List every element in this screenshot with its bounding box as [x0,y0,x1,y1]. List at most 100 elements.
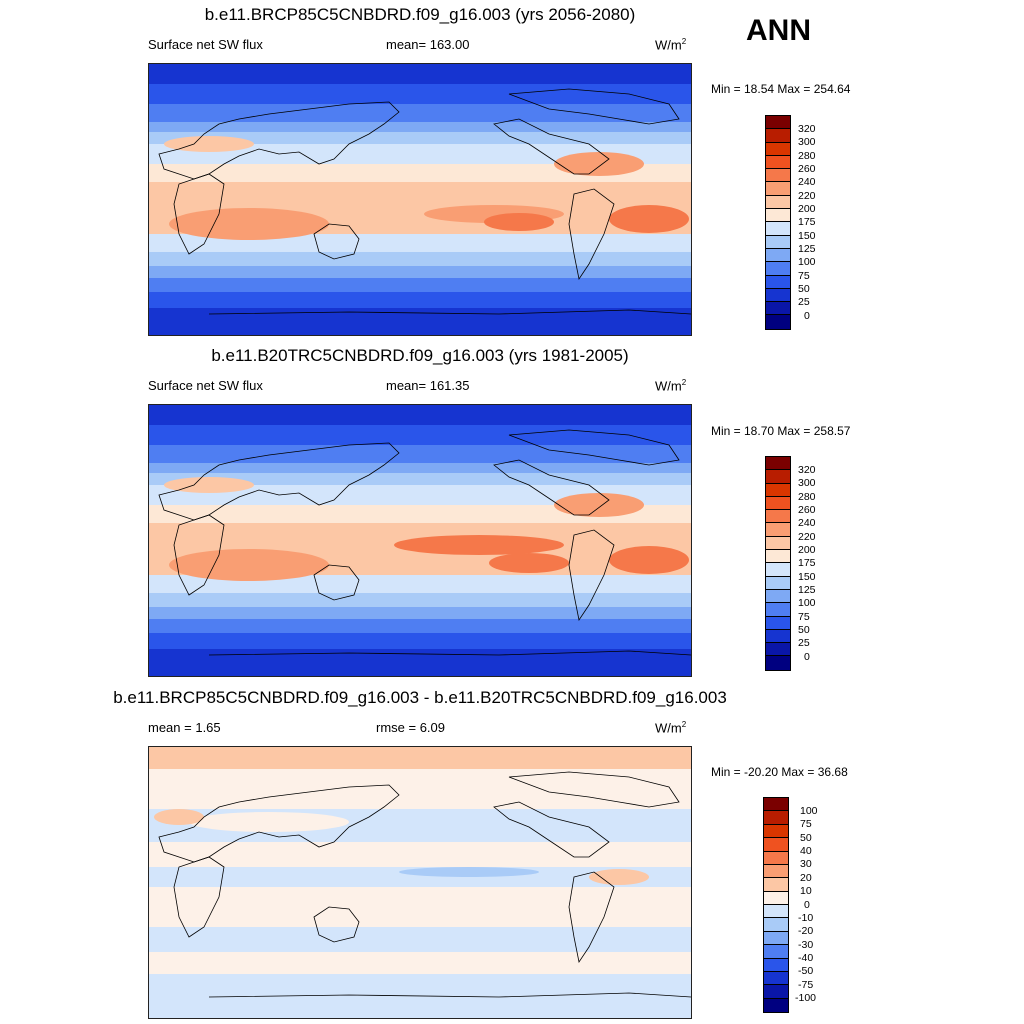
colorbar-box [766,248,790,263]
colorbar-box [766,550,790,564]
colorbar-box [766,315,790,329]
colorbar-box [764,864,788,879]
colorbar-box [764,824,788,839]
colorbar-label: 40 [800,845,812,857]
colorbar-box [764,891,788,905]
colorbar-label: 20 [800,872,812,884]
colorbar-box [766,302,790,316]
colorbar-label: -20 [798,925,814,937]
colorbar-label: 0 [804,899,810,911]
panel-1-variable-label: Surface net SW flux [148,37,263,52]
colorbar-box [764,798,788,812]
colorbar-label: 320 [798,123,816,135]
panel-1-mean-label: mean= 163.00 [386,37,470,52]
colorbar-label: 260 [798,504,816,516]
colorbar-box [764,945,788,959]
panel-2-variable-label: Surface net SW flux [148,378,263,393]
panel-1-units: W/m2 [655,37,687,53]
panel-2-map [148,404,692,677]
colorbar-label: 280 [798,150,816,162]
colorbar-box [766,222,790,236]
colorbar-box [764,958,788,972]
colorbar-label: 25 [798,637,810,649]
panel-1-map [148,63,692,336]
colorbar-box [766,643,790,657]
colorbar-label: 75 [798,611,810,623]
colorbar-box [764,998,788,1012]
colorbar-box [766,656,790,670]
colorbar-box [764,838,788,852]
panel-3-map-svg [149,747,691,1018]
colorbar-label: -10 [798,912,814,924]
colorbar-label: 220 [798,531,816,543]
colorbar-label: 260 [798,163,816,175]
colorbar-label: -40 [798,952,814,964]
colorbar-label: -100 [795,992,817,1004]
colorbar-label: 75 [798,270,810,282]
colorbar-box [766,155,790,170]
panel-3-mean-label: mean = 1.65 [148,720,221,735]
panel-2-units: W/m2 [655,378,687,394]
colorbar-box [766,262,790,276]
colorbar-box [766,209,790,223]
panel-3-title: b.e11.BRCP85C5CNBDRD.f09_g16.003 - b.e11… [113,688,727,707]
colorbar-label: 220 [798,190,816,202]
colorbar-box [766,496,790,511]
colorbar-label: 100 [798,256,816,268]
colorbar-box [766,576,790,590]
colorbar-box [766,142,790,156]
colorbar-box [766,235,790,249]
colorbar-label: 300 [798,136,816,148]
colorbar-label: 175 [798,216,816,228]
colorbar-box [766,182,790,196]
colorbar-label: -75 [798,979,814,991]
colorbar-label: 125 [798,243,816,255]
colorbar-label: 100 [800,805,818,817]
colorbar-box [764,878,788,892]
colorbar-box [766,116,790,130]
colorbar-box [766,288,790,303]
colorbar-box [766,510,790,524]
season-label: ANN [746,14,811,47]
panel-3-colorbar [763,797,789,1013]
colorbar-box [766,616,790,630]
colorbar-label: 150 [798,571,816,583]
colorbar-label: 100 [798,597,816,609]
colorbar-box [764,811,788,825]
panel-1-map-svg [149,64,691,335]
colorbar-label: 200 [798,203,816,215]
colorbar-label: 50 [798,283,810,295]
colorbar-box [766,523,790,537]
colorbar-label: 150 [798,230,816,242]
panel-2-title: b.e11.B20TRC5CNBDRD.f09_g16.003 (yrs 198… [211,346,629,365]
colorbar-label: 280 [798,491,816,503]
colorbar-label: 175 [798,557,816,569]
colorbar-box [766,603,790,617]
panel-1-title: b.e11.BRCP85C5CNBDRD.f09_g16.003 (yrs 20… [204,5,636,24]
colorbar-box [764,905,788,919]
panel-1-colorbar [765,115,791,330]
colorbar-label: 75 [800,818,812,830]
colorbar-label: 0 [804,310,810,322]
panel-2-minmax: Min = 18.70 Max = 258.57 [711,424,851,438]
colorbar-label: 25 [798,296,810,308]
colorbar-label: 50 [800,832,812,844]
colorbar-label: 200 [798,544,816,556]
colorbar-label: -50 [798,965,814,977]
colorbar-box [766,275,790,289]
panel-3-minmax: Min = -20.20 Max = 36.68 [711,765,848,779]
colorbar-box [766,169,790,183]
panel-2-map-svg [149,405,691,676]
colorbar-box [766,470,790,484]
colorbar-box [764,971,788,986]
colorbar-label: 240 [798,176,816,188]
panel-1-minmax: Min = 18.54 Max = 254.64 [711,82,851,96]
colorbar-label: -30 [798,939,814,951]
colorbar-box [764,931,788,946]
panel-3-map [148,746,692,1019]
colorbar-box [766,483,790,497]
colorbar-label: 30 [800,858,812,870]
colorbar-box [766,195,790,210]
colorbar-label: 0 [804,651,810,663]
colorbar-box [764,918,788,932]
